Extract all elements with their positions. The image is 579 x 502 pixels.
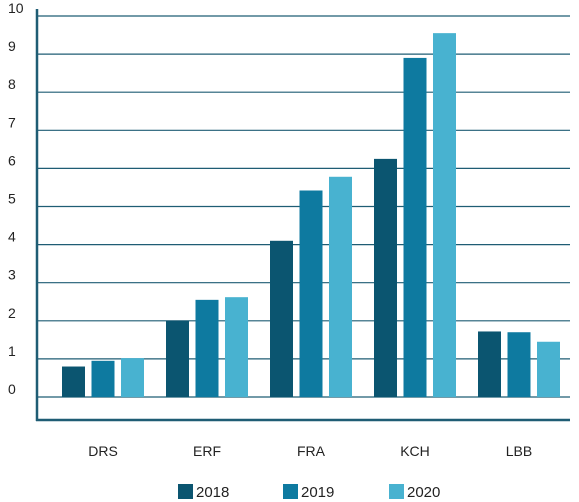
x-tick-label: KCH xyxy=(400,443,430,459)
bar-2018-kch xyxy=(374,158,397,397)
bar-2019-erf xyxy=(195,299,219,397)
x-tick-label: DRS xyxy=(88,443,118,459)
x-tick-label: LBB xyxy=(506,443,532,459)
bar-2018-drs xyxy=(62,366,85,397)
y-tick-label: 4 xyxy=(8,229,16,245)
bar-2018-erf xyxy=(166,320,189,397)
x-axis-labels: DRS ERF FRA KCH LBB xyxy=(88,443,532,459)
bars xyxy=(62,33,560,398)
y-tick-label: 1 xyxy=(8,343,16,359)
legend: 2018 2019 2020 xyxy=(178,484,440,501)
y-tick-label: 7 xyxy=(8,114,16,130)
y-tick-label: 5 xyxy=(8,191,16,207)
bar-2018-lbb xyxy=(478,331,501,397)
bar-2019-lbb xyxy=(507,332,531,397)
bar-2020-lbb xyxy=(537,341,560,397)
y-tick-label: 2 xyxy=(8,305,16,321)
y-tick-label: 0 xyxy=(8,381,16,397)
legend-swatch-2019 xyxy=(283,484,298,499)
bar-2019-kch xyxy=(403,57,427,397)
legend-swatch-2020 xyxy=(389,484,404,499)
legend-label: 2018 xyxy=(196,484,229,501)
legend-label: 2020 xyxy=(407,484,440,501)
y-axis-ticks: 0 1 2 3 4 5 6 7 8 9 10 xyxy=(8,0,24,397)
y-tick-label: 6 xyxy=(8,152,16,168)
legend-label: 2019 xyxy=(301,484,334,501)
bar-2020-erf xyxy=(225,297,248,397)
bar-2019-fra xyxy=(299,190,323,397)
y-tick-label: 3 xyxy=(8,267,16,283)
axes xyxy=(35,9,570,422)
bar-2020-fra xyxy=(329,176,352,397)
bar-2020-drs xyxy=(121,358,144,397)
y-tick-label: 8 xyxy=(8,76,16,92)
y-tick-label: 10 xyxy=(8,0,24,16)
legend-swatch-2018 xyxy=(178,484,193,499)
y-tick-label: 9 xyxy=(8,38,16,54)
bar-2020-kch xyxy=(433,33,456,398)
x-tick-label: FRA xyxy=(297,443,326,459)
bar-2018-fra xyxy=(270,240,293,397)
bar-2019-drs xyxy=(91,360,115,397)
x-tick-label: ERF xyxy=(193,443,221,459)
